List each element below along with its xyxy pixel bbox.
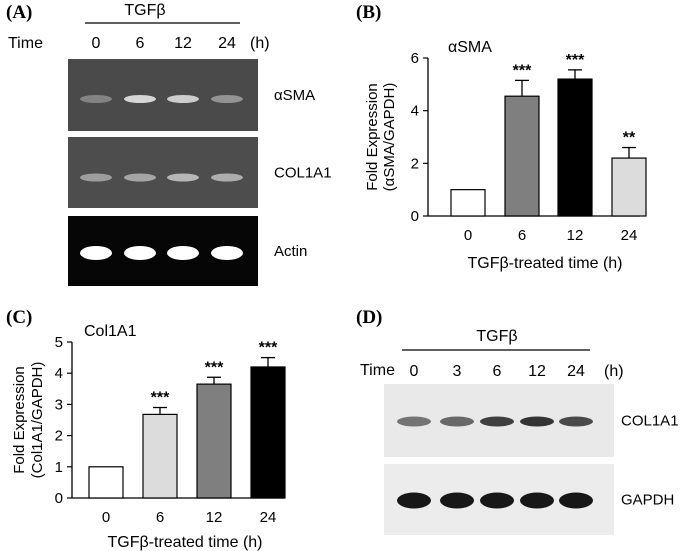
chart-c: 0123450***6***12***24Col1A1TGFβ-treated … bbox=[11, 323, 286, 551]
blot-band bbox=[167, 246, 199, 260]
bar bbox=[88, 466, 124, 499]
blot-band bbox=[167, 173, 199, 182]
blot-band bbox=[520, 492, 554, 509]
x-tick-label: 12 bbox=[567, 227, 584, 244]
panel-c: (C) 0123450***6***12***24Col1A1TGFβ-trea… bbox=[6, 307, 286, 551]
x-axis-label: TGFβ-treated time (h) bbox=[467, 255, 622, 272]
significance-marker: *** bbox=[151, 390, 170, 407]
blot-label: GAPDH bbox=[621, 492, 674, 509]
y-tick-label: 2 bbox=[55, 428, 63, 445]
significance-marker: *** bbox=[205, 359, 224, 376]
blot-band bbox=[480, 416, 514, 427]
blot-band bbox=[480, 492, 514, 509]
chart-title: αSMA bbox=[448, 39, 492, 56]
x-tick-label: 0 bbox=[464, 227, 472, 244]
timepoint-label: 6 bbox=[136, 35, 145, 52]
significance-marker: *** bbox=[259, 340, 278, 357]
panel-a-label: (A) bbox=[6, 2, 32, 23]
blot-band bbox=[440, 416, 474, 427]
timepoint-label: 6 bbox=[493, 363, 502, 380]
bar bbox=[557, 78, 593, 217]
bar bbox=[250, 366, 286, 499]
panel-a-unit: (h) bbox=[250, 35, 270, 52]
bar bbox=[196, 383, 232, 499]
y-tick-label: 6 bbox=[411, 50, 419, 67]
significance-marker: *** bbox=[566, 52, 585, 69]
blot-band bbox=[211, 95, 243, 103]
timepoint-label: 0 bbox=[92, 35, 101, 52]
bar bbox=[450, 189, 486, 217]
x-tick-label: 12 bbox=[206, 509, 223, 526]
y-axis-label: (αSMA/GAPDH) bbox=[381, 83, 398, 192]
blot-band bbox=[124, 95, 156, 103]
panel-a-blots: αSMA COL1A1 Actin bbox=[68, 59, 332, 286]
y-axis-label: Fold Expression bbox=[364, 83, 381, 191]
x-tick-label: 6 bbox=[156, 509, 164, 526]
y-tick-label: 0 bbox=[411, 208, 419, 225]
panel-d-time-label: Time bbox=[360, 362, 395, 379]
blot-band bbox=[559, 492, 593, 509]
significance-marker: ** bbox=[623, 130, 636, 147]
blot-band bbox=[520, 416, 554, 427]
y-tick-label: 2 bbox=[411, 155, 419, 172]
panel-a-time-label: Time bbox=[8, 35, 43, 52]
timepoint-label: 12 bbox=[528, 363, 546, 380]
panel-d-blots: COL1A1 GAPDH bbox=[384, 384, 679, 535]
panel-d-treatment: TGFβ bbox=[476, 328, 517, 345]
blot-band bbox=[397, 416, 431, 427]
y-tick-label: 0 bbox=[55, 490, 63, 507]
bar bbox=[504, 95, 540, 217]
x-tick-label: 6 bbox=[518, 227, 526, 244]
blot-band bbox=[397, 492, 431, 509]
blot-band bbox=[167, 95, 199, 103]
timepoint-label: 12 bbox=[174, 35, 192, 52]
y-tick-label: 4 bbox=[411, 103, 419, 120]
timepoint-label: 24 bbox=[567, 363, 585, 380]
timepoint-label: 0 bbox=[410, 363, 419, 380]
panel-d-label: (D) bbox=[356, 307, 382, 328]
panel-b-label: (B) bbox=[356, 2, 381, 23]
bar bbox=[142, 413, 178, 499]
timepoint-label: 3 bbox=[453, 363, 462, 380]
blot-col1a1-gel bbox=[68, 137, 258, 208]
x-tick-label: 24 bbox=[260, 509, 277, 526]
blot-label: Actin bbox=[274, 243, 307, 260]
panel-a-timepoints: 0 6 12 24 bbox=[92, 35, 236, 52]
panel-c-label: (C) bbox=[6, 307, 32, 328]
blot-band bbox=[80, 173, 112, 182]
blot-label: αSMA bbox=[274, 87, 315, 104]
chart-title: Col1A1 bbox=[84, 323, 137, 340]
blot-band bbox=[211, 173, 243, 182]
panel-a-treatment: TGFβ bbox=[124, 2, 165, 19]
significance-marker: *** bbox=[513, 62, 532, 79]
blot-label: COL1A1 bbox=[621, 413, 679, 430]
blot-label: COL1A1 bbox=[274, 165, 332, 182]
blot-band bbox=[211, 246, 243, 260]
blot-band bbox=[124, 173, 156, 182]
blot-αsma-gel bbox=[68, 59, 258, 131]
panel-a: (A) TGFβ Time (h) 0 6 12 24 αSMA COL1A1 Actin bbox=[6, 2, 332, 286]
blot-band bbox=[440, 492, 474, 509]
y-tick-label: 3 bbox=[55, 396, 63, 413]
x-tick-label: 24 bbox=[621, 227, 638, 244]
panel-d-unit: (h) bbox=[604, 363, 624, 380]
y-tick-label: 1 bbox=[55, 459, 63, 476]
x-axis-label: TGFβ-treated time (h) bbox=[107, 534, 262, 551]
bar bbox=[611, 157, 647, 217]
blot-band bbox=[559, 416, 593, 427]
y-tick-label: 5 bbox=[55, 334, 63, 351]
x-tick-label: 0 bbox=[102, 509, 110, 526]
panel-d-timepoints: 0 3 6 12 24 bbox=[410, 363, 585, 380]
y-axis-label: (Col1A1/GAPDH) bbox=[29, 362, 46, 479]
y-axis-label: Fold Expression bbox=[11, 366, 28, 474]
blot-band bbox=[80, 95, 112, 103]
y-tick-label: 4 bbox=[55, 365, 63, 382]
blot-band bbox=[80, 246, 112, 260]
blot-band bbox=[124, 246, 156, 260]
timepoint-label: 24 bbox=[218, 35, 236, 52]
panel-d: (D) TGFβ Time (h) 0 3 6 12 24 COL1A1 GAPDH bbox=[356, 307, 679, 535]
